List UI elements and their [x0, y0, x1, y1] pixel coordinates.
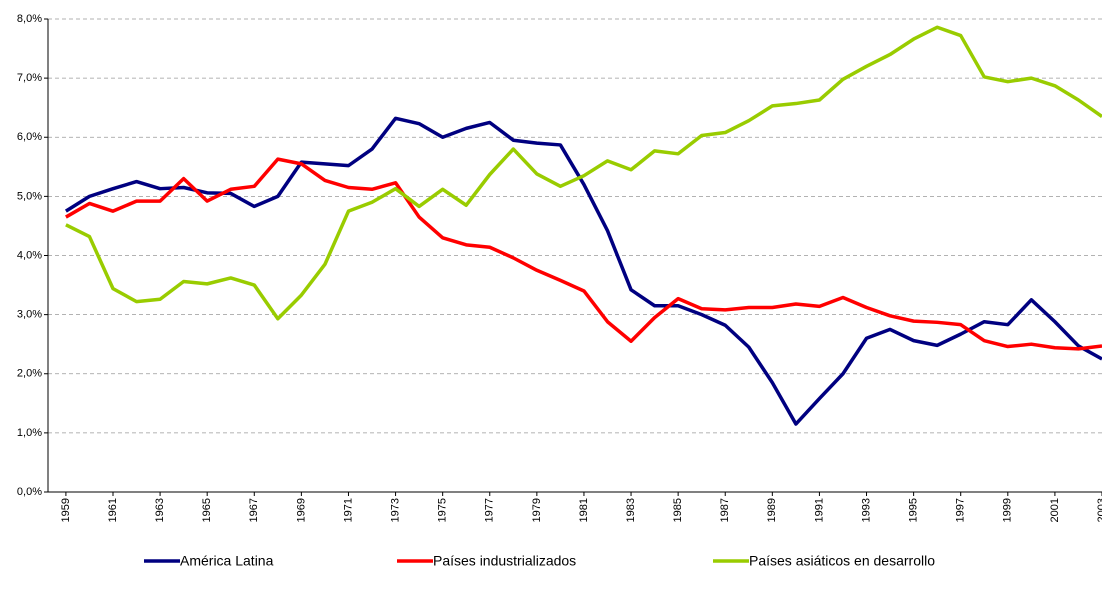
series-line	[65, 25, 1102, 321]
x-tick-label: 1977	[484, 498, 496, 522]
y-tick-label: 6,0%	[17, 131, 42, 143]
x-tick-label: 2001	[1049, 498, 1061, 522]
y-tick-label: 3,0%	[17, 309, 42, 321]
y-tick-label: 5,0%	[17, 190, 42, 202]
axes: 0,0% 1,0% 2,0% 3,0% 4,0% 5,0% 6,0% 7,0% 8,0% 1959…	[17, 13, 1102, 522]
y-tick-label: 7,0%	[17, 72, 42, 84]
series-line	[65, 157, 1102, 351]
x-tick-label: 1965	[201, 498, 213, 522]
x-tick-label: 1961	[107, 498, 119, 522]
legend-label: Países industrializados	[433, 553, 576, 569]
series-line	[64, 116, 1102, 426]
x-tick-label: 1997	[955, 498, 967, 522]
y-tick-label: 2,0%	[17, 368, 42, 380]
x-tick-label: 1981	[578, 498, 590, 522]
legend-label: América Latina	[180, 553, 274, 569]
plot-area	[64, 25, 1102, 426]
x-tick-label: 1979	[531, 498, 543, 522]
y-tick-label: 1,0%	[17, 427, 42, 439]
legend-label: Países asiáticos en desarrollo	[749, 553, 935, 569]
x-tick-label: 1969	[295, 498, 307, 522]
x-tick-label: 1963	[154, 498, 166, 522]
x-tick-label: 1987	[719, 498, 731, 522]
x-tick-label: 1959	[60, 498, 72, 522]
y-tick-label: 8,0%	[17, 13, 42, 25]
x-tick-label: 1975	[437, 498, 449, 522]
x-tick-label: 1989	[766, 498, 778, 522]
y-tick-label: 4,0%	[17, 249, 42, 261]
grid	[48, 18, 1102, 434]
x-tick-label: 1985	[672, 498, 684, 522]
x-tick-label: 1999	[1002, 498, 1014, 522]
y-tick-label: 0,0%	[17, 486, 42, 498]
x-tick-label: 1967	[248, 498, 260, 522]
x-tick-label: 1995	[908, 498, 920, 522]
x-tick-label: 1993	[860, 498, 872, 522]
x-tick-label: 1971	[342, 498, 354, 522]
x-tick-label: 1991	[813, 498, 825, 522]
x-tick-label: 1973	[389, 498, 401, 522]
x-tick-label: 1983	[625, 498, 637, 522]
x-tick-label: 2003	[1096, 498, 1102, 522]
legend: América Latina Países industrializados Paí…	[144, 553, 935, 569]
